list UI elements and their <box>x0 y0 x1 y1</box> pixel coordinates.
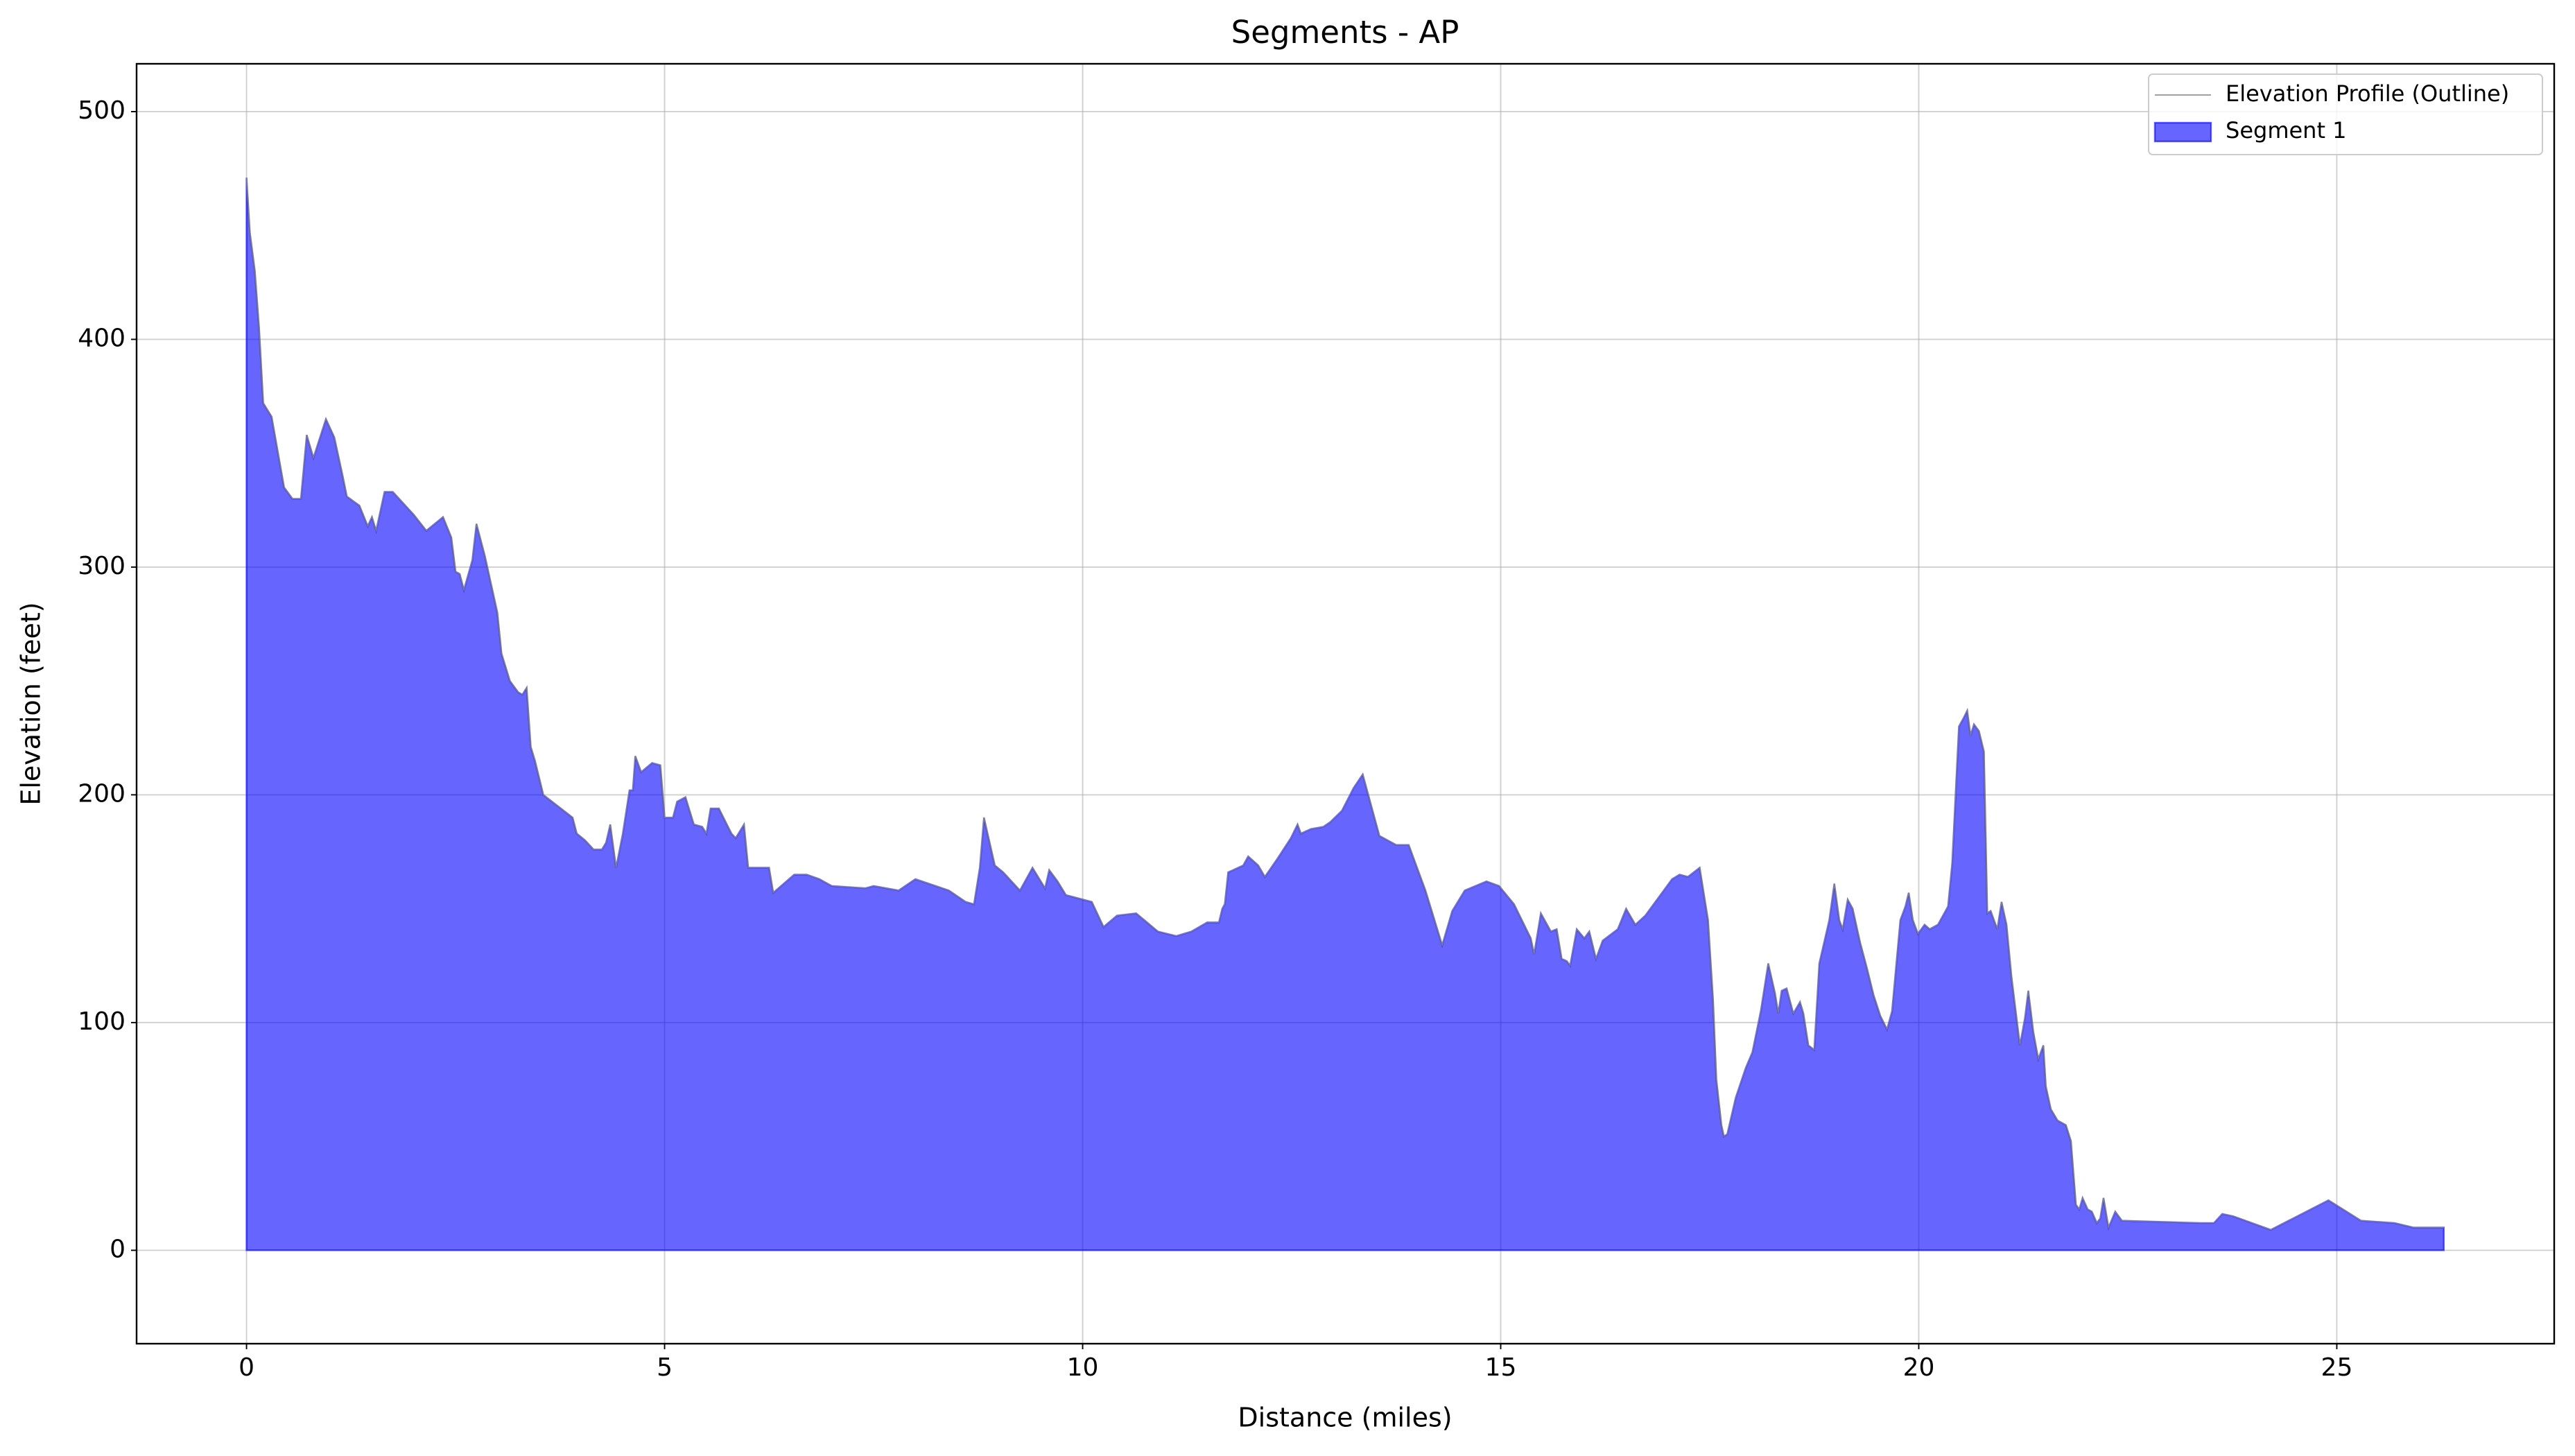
legend: Elevation Profile (Outline) Segment 1 <box>2148 73 2543 155</box>
y-tick-label: 300 <box>78 552 125 580</box>
axes-frame <box>135 62 2556 1345</box>
x-tick-label: 0 <box>239 1353 254 1382</box>
x-tick-label: 20 <box>1903 1353 1935 1382</box>
x-axis-label: Distance (miles) <box>1238 1403 1452 1433</box>
y-tick-label: 500 <box>78 96 125 125</box>
y-tick-label: 200 <box>78 779 125 808</box>
legend-box <box>2148 73 2543 155</box>
legend-label: Elevation Profile (Outline) <box>2226 80 2509 107</box>
y-tick-label: 400 <box>78 324 125 352</box>
outline-line <box>245 177 2444 1231</box>
ticks: 0 5 10 15 20 25 0 100 200 300 400 500 <box>78 96 2352 1382</box>
y-tick-label: 100 <box>78 1007 125 1036</box>
chart-title: Segments - AP <box>1231 14 1459 51</box>
plot-area <box>245 177 2445 1251</box>
legend-swatch <box>2153 121 2212 143</box>
x-tick-label: 25 <box>2321 1353 2353 1382</box>
x-tick-label: 10 <box>1067 1353 1099 1382</box>
y-axis-label: Elevation (feet) <box>16 602 46 805</box>
legend-label: Segment 1 <box>2226 117 2347 144</box>
x-tick-label: 15 <box>1485 1353 1517 1382</box>
x-tick-label: 5 <box>657 1353 673 1382</box>
y-tick-label: 0 <box>110 1235 125 1263</box>
